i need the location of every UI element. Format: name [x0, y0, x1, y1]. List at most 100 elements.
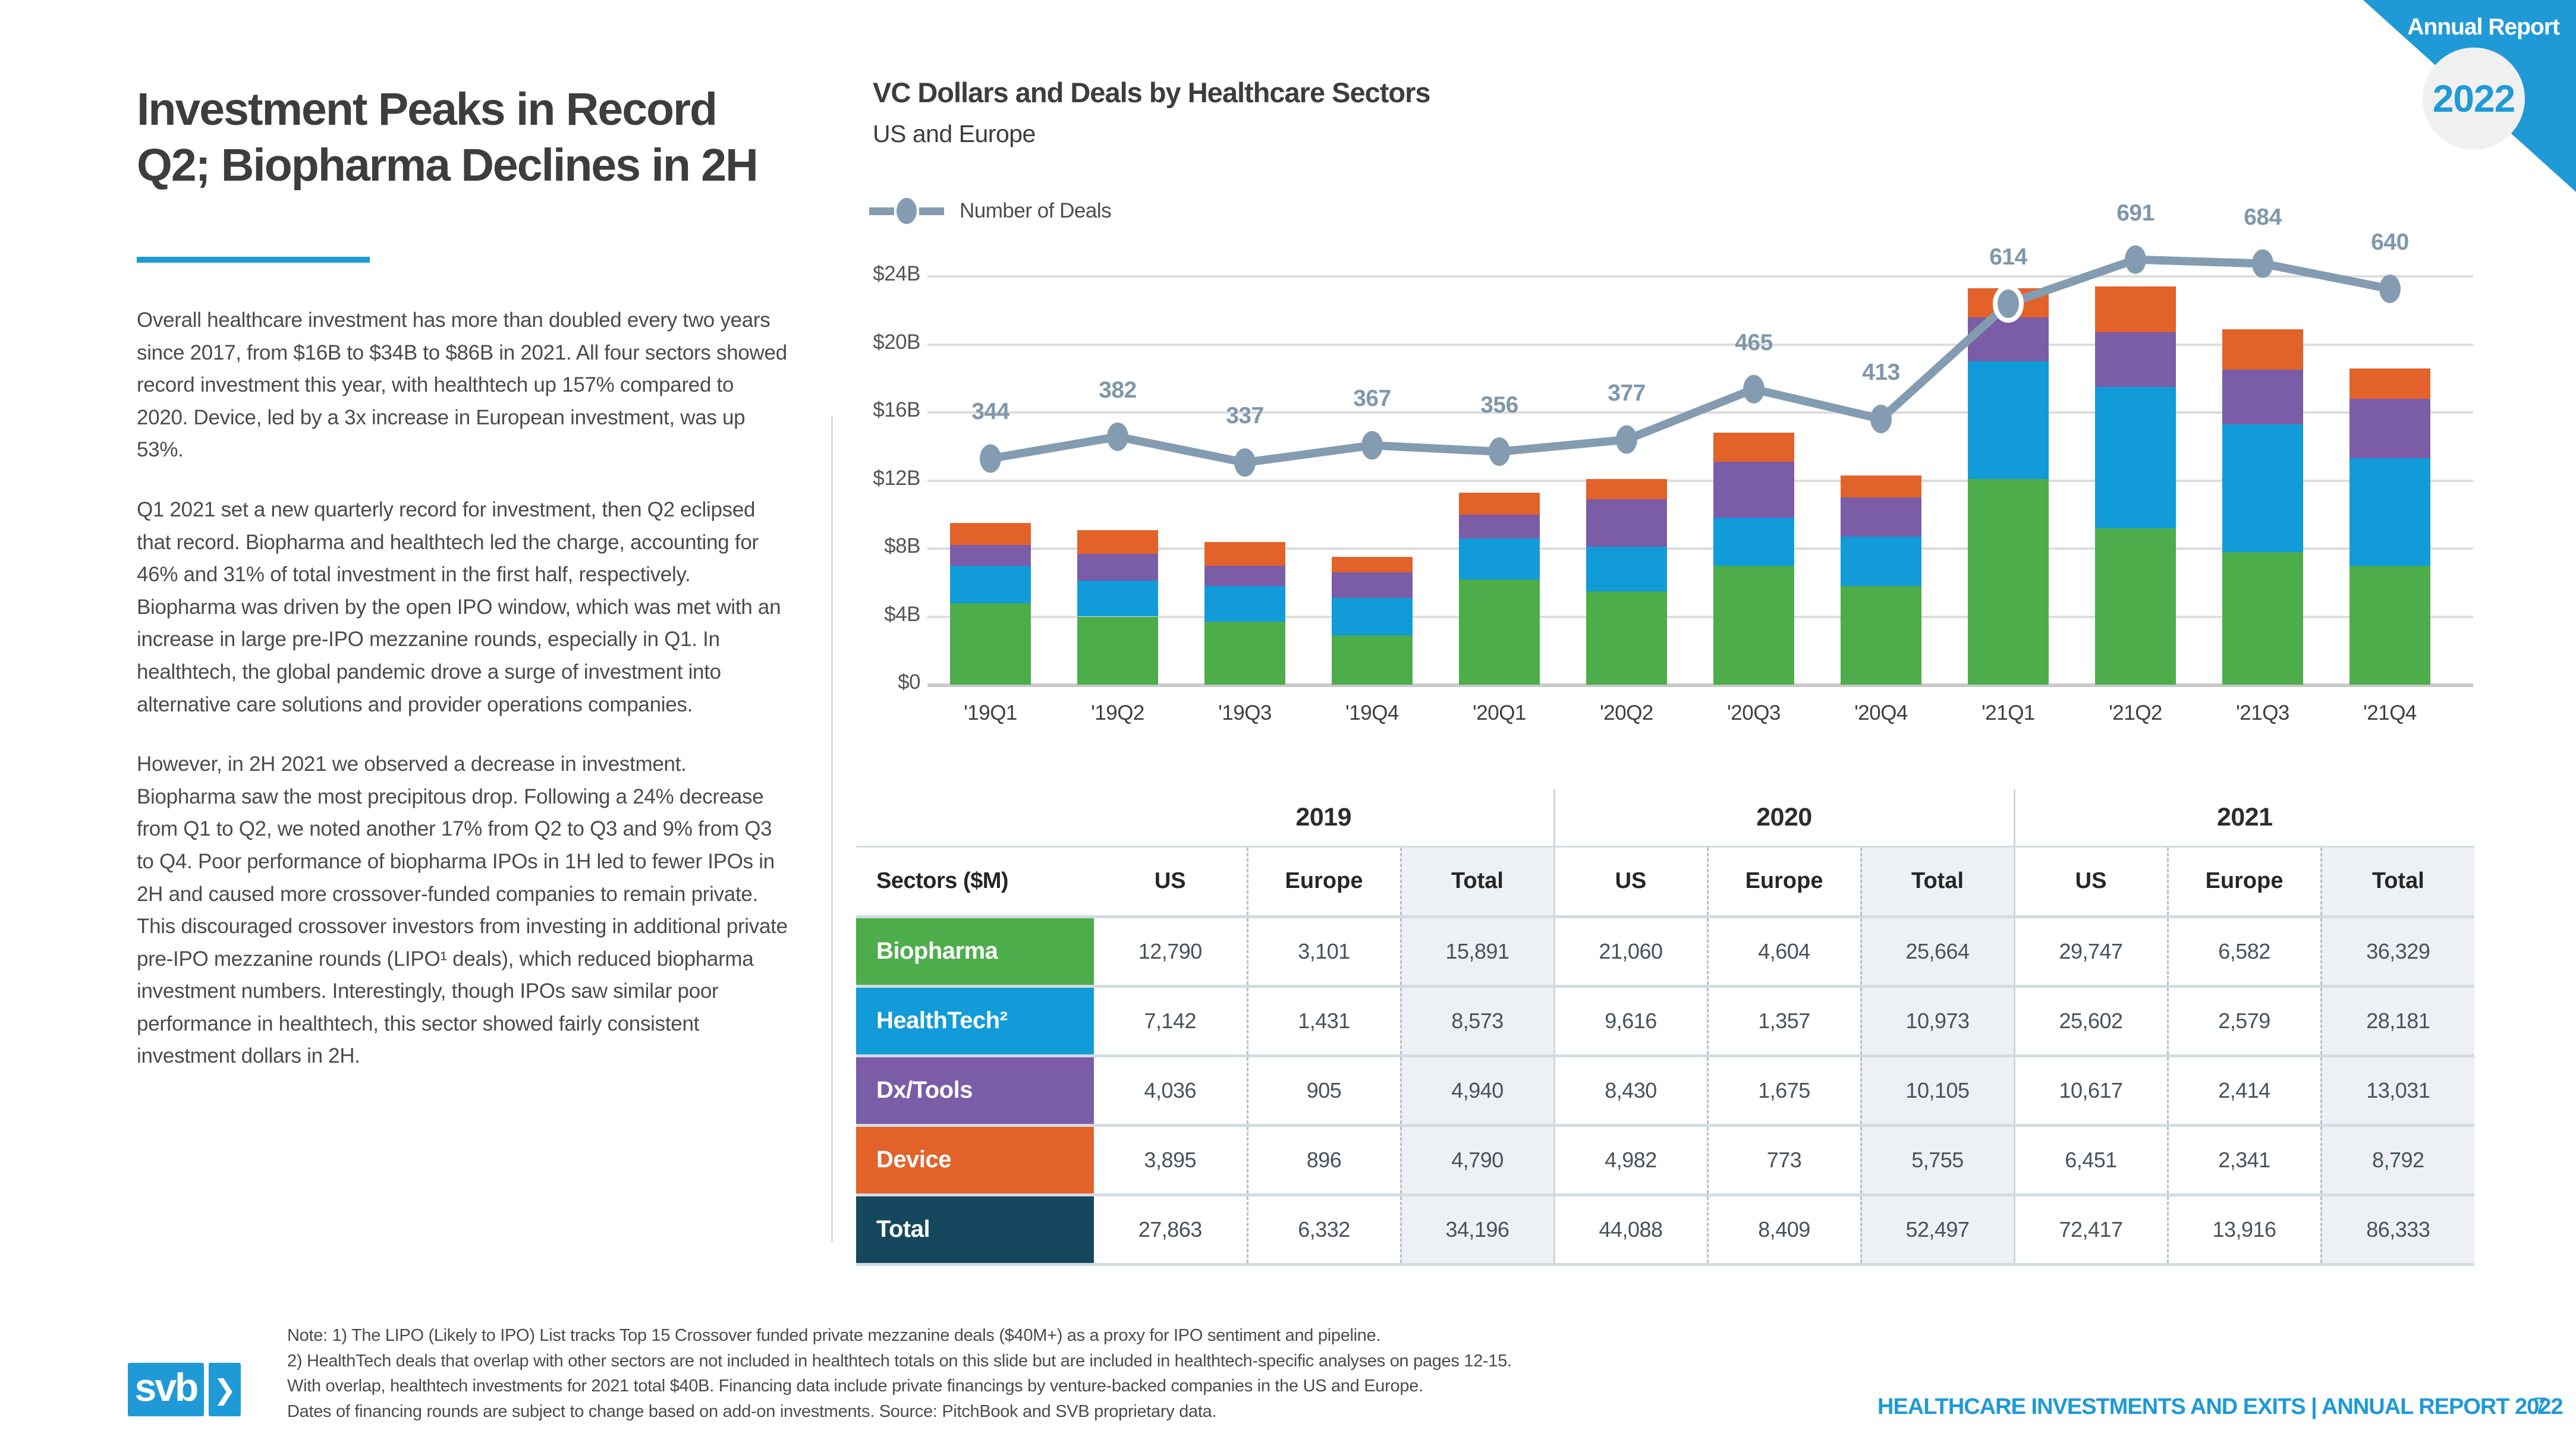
- table-row: Total 27,863 6,332 34,196 44,088 8,409 52,497 7…: [856, 1195, 2475, 1266]
- deals-marker: [1489, 437, 1510, 466]
- column-header-row: Sectors ($M) US Europe Total US Europe Total US…: [856, 846, 2475, 918]
- deals-marker: [1361, 431, 1383, 460]
- value-cell: 44,088: [1553, 1195, 1708, 1266]
- page-title-line1: Investment Peaks in Record: [137, 84, 718, 135]
- value-cell: 21,060: [1553, 916, 1708, 988]
- year-header-row: 2019 2020 2021: [856, 789, 2475, 848]
- legend-line-icon: [919, 207, 944, 215]
- bar-segment-biopharma: [1459, 579, 1540, 685]
- value-cell: 52,497: [1860, 1195, 2015, 1266]
- x-axis-label: '21Q4: [2363, 701, 2417, 724]
- sector-cell: HealthTech²: [856, 986, 1094, 1057]
- bar-segment-biopharma: [1077, 616, 1158, 685]
- bar-segment-healthtech: [1332, 598, 1413, 635]
- column-header-europe: Europe: [1706, 846, 1861, 918]
- bar-segment-biopharma: [2095, 528, 2176, 685]
- value-cell: 9,616: [1553, 986, 1708, 1057]
- value-cell: 10,973: [1860, 986, 2015, 1057]
- value-cell: 27,863: [1094, 1195, 1247, 1266]
- page-title-line2: Q2; Biopharma Declines in 2H: [137, 139, 759, 191]
- body-copy: Overall healthcare investment has more t…: [137, 304, 788, 1100]
- bar-segment-device: [950, 523, 1031, 546]
- page-title: Investment Peaks in Record Q2; Biopharma…: [137, 82, 832, 194]
- deals-line-path: [989, 255, 2391, 467]
- value-cell: 2,414: [2166, 1056, 2322, 1127]
- deals-marker: [2379, 274, 2401, 303]
- bar-segment-dxtools: [1459, 514, 1540, 538]
- table-row: Dx/Tools 4,036 905 4,940 8,430 1,675 10,105 10,…: [856, 1056, 2475, 1127]
- note-line: 2) HealthTech deals that overlap with ot…: [287, 1351, 1512, 1371]
- bar-segment-device: [1204, 541, 1285, 566]
- bar-segment-device: [2222, 329, 2303, 370]
- value-cell: 8,573: [1399, 986, 1555, 1057]
- bar-segment-dxtools: [2095, 332, 2176, 388]
- y-axis-label: $0: [898, 670, 920, 694]
- bar-segment-device: [2095, 286, 2176, 333]
- bar-segment-dxtools: [1332, 572, 1413, 598]
- x-axis-label: '19Q1: [964, 701, 1017, 724]
- gridline: [927, 479, 2473, 482]
- bar-segment-biopharma: [950, 603, 1031, 685]
- deal-count-label: 640: [2371, 229, 2409, 255]
- value-cell: 1,431: [1246, 986, 1401, 1057]
- value-cell: 13,916: [2166, 1195, 2322, 1266]
- value-cell: 1,675: [1706, 1056, 1861, 1127]
- annual-report-badge: Annual Report 2022: [2339, 0, 2576, 202]
- gridline: [927, 275, 2473, 278]
- bar-segment-healthtech: [1968, 361, 2049, 479]
- value-cell: 2,579: [2166, 986, 2322, 1057]
- svb-logo: svb ❯: [128, 1363, 241, 1416]
- deal-count-label: 356: [1480, 392, 1518, 418]
- bar-segment-healthtech: [950, 565, 1031, 603]
- value-cell: 905: [1246, 1056, 1401, 1127]
- bar-segment-device: [1841, 475, 1921, 498]
- deal-count-label: 367: [1353, 386, 1391, 412]
- x-axis-label: '21Q3: [2236, 701, 2289, 724]
- table-row: HealthTech² 7,142 1,431 8,573 9,616 1,357 10,9…: [856, 986, 2475, 1057]
- value-cell: 4,940: [1399, 1056, 1555, 1127]
- value-cell: 4,604: [1706, 916, 1861, 988]
- value-cell: 13,031: [2320, 1056, 2475, 1127]
- sector-cell: Total: [856, 1195, 1094, 1266]
- bar-segment-healthtech: [2222, 424, 2303, 552]
- deal-count-label: 382: [1099, 377, 1137, 403]
- value-cell: 8,792: [2320, 1125, 2475, 1196]
- bar-segment-device: [1586, 478, 1667, 499]
- chart-legend: Number of Deals: [869, 196, 1112, 226]
- note-line: Note: 1) The LIPO (Likely to IPO) List t…: [287, 1326, 1381, 1345]
- value-cell: 4,982: [1553, 1125, 1708, 1196]
- bar-segment-biopharma: [1968, 478, 2049, 685]
- deal-count-label: 465: [1735, 329, 1773, 355]
- title-underline: [137, 257, 370, 263]
- gridline: [927, 547, 2473, 550]
- bar-segment-healthtech: [2349, 458, 2430, 566]
- bar-segment-healthtech: [1841, 536, 1921, 586]
- bar-segment-biopharma: [1586, 591, 1667, 685]
- y-axis-label: $8B: [884, 534, 920, 557]
- x-axis-label: '19Q4: [1345, 701, 1399, 724]
- deal-count-label: 614: [1989, 244, 2027, 270]
- x-axis-label: '20Q4: [1854, 701, 1908, 724]
- x-axis-label: '20Q1: [1473, 701, 1526, 724]
- legend-line-icon: [869, 207, 894, 215]
- deals-marker: [2252, 249, 2273, 278]
- bar-segment-healthtech: [1713, 518, 1794, 566]
- deal-count-label: 684: [2244, 204, 2282, 230]
- gridline: [927, 343, 2473, 346]
- bar-segment-healthtech: [1204, 585, 1285, 622]
- bar-segment-device: [1332, 557, 1413, 573]
- column-header-us: US: [2013, 846, 2168, 918]
- column-header-total: Total: [1399, 846, 1555, 918]
- bar-segment-device: [1459, 492, 1540, 515]
- bar-segment-device: [1713, 433, 1794, 462]
- value-cell: 6,451: [2013, 1125, 2168, 1196]
- legend-marker-icon: [897, 198, 917, 224]
- column-divider: [831, 416, 833, 1242]
- deals-marker: [1993, 285, 2024, 323]
- value-cell: 4,790: [1399, 1125, 1555, 1196]
- bar-segment-biopharma: [2222, 552, 2303, 685]
- value-cell: 3,101: [1246, 916, 1401, 988]
- paragraph: Overall healthcare investment has more t…: [137, 308, 787, 462]
- value-cell: 72,417: [2013, 1195, 2168, 1266]
